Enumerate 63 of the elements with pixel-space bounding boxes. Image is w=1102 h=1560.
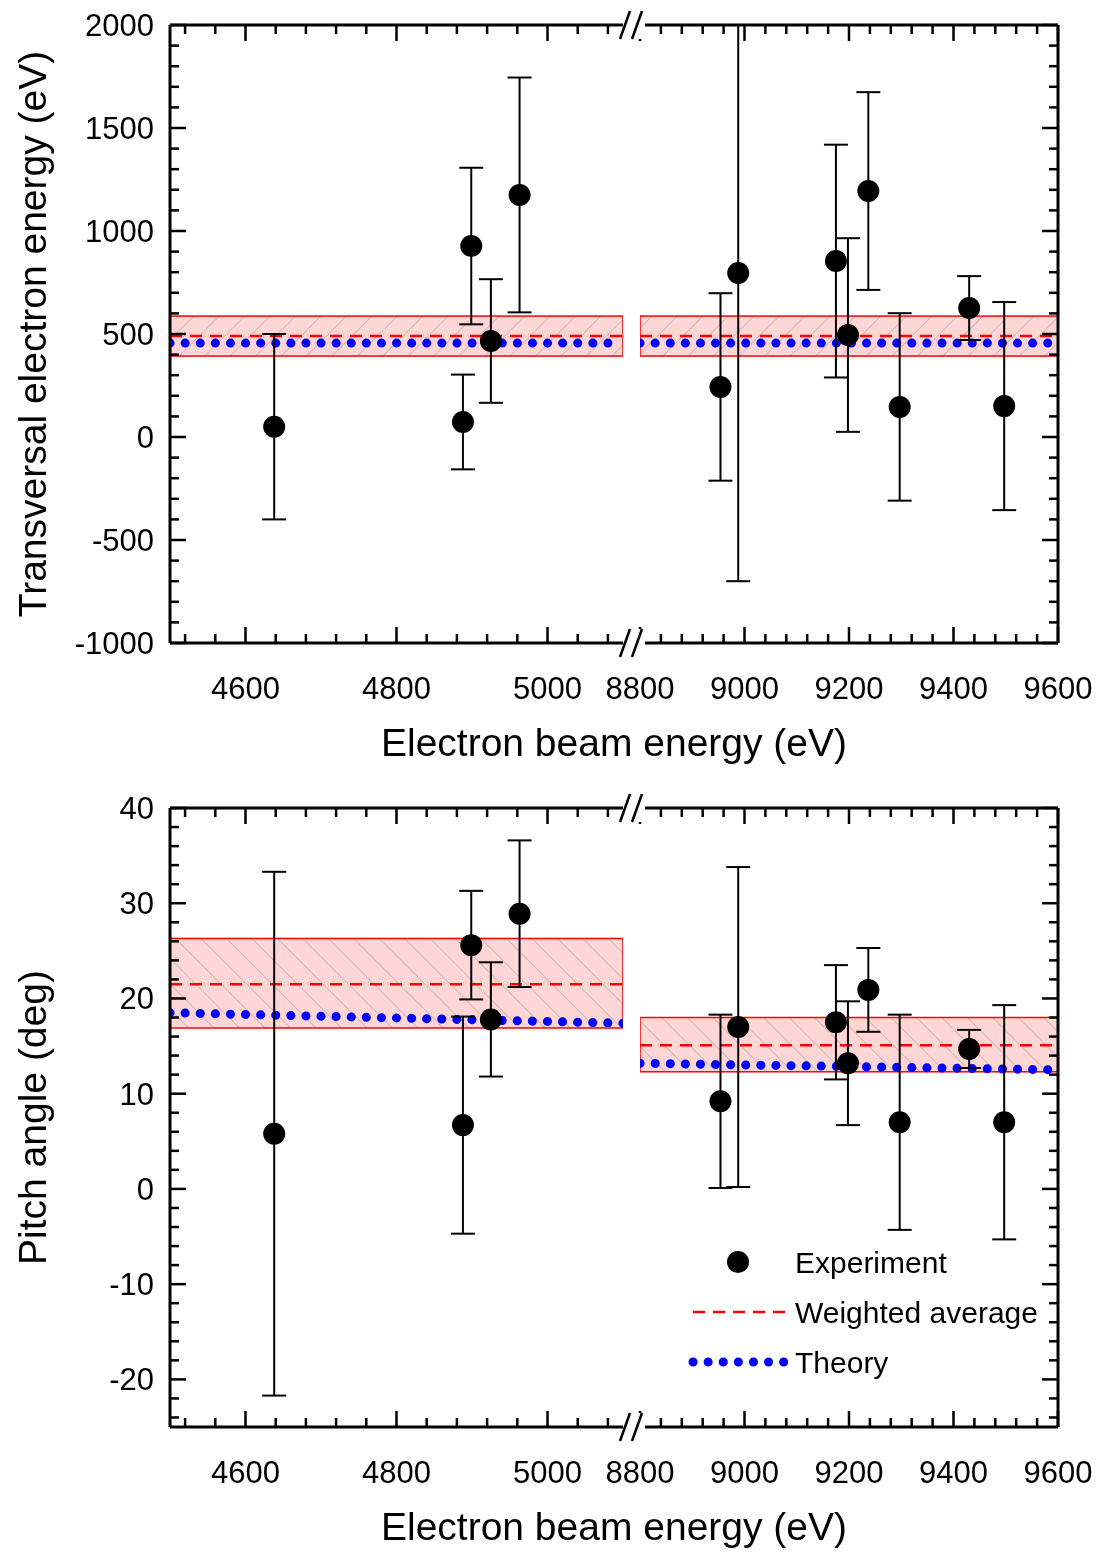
- x-tick-label: 4800: [362, 1455, 431, 1490]
- point: [479, 1008, 502, 1031]
- point: [824, 250, 847, 273]
- point: [508, 902, 531, 925]
- legend-label: Theory: [795, 1346, 889, 1379]
- y-tick-label: 0: [136, 420, 154, 455]
- y-axis-title: Pitch angle (deg): [11, 970, 54, 1265]
- point: [479, 330, 502, 352]
- x-axis-title: Electron beam energy (eV): [380, 721, 848, 764]
- x-tick-label: 9400: [919, 671, 988, 706]
- point: [508, 183, 531, 206]
- x-tick-label: 9600: [1023, 1455, 1093, 1490]
- point: [460, 235, 483, 258]
- x-tick-label: 5000: [513, 671, 582, 706]
- x-tick-label: 9000: [710, 1455, 779, 1490]
- y-tick-label: 30: [119, 886, 154, 922]
- point: [451, 1114, 474, 1137]
- point: [836, 324, 859, 347]
- x-tick-label: 4800: [362, 671, 431, 706]
- x-tick-label: 8800: [605, 671, 675, 706]
- point: [460, 934, 483, 957]
- x-tick-label: 5000: [513, 1455, 582, 1490]
- y-tick-label: -1000: [74, 626, 154, 661]
- x-tick-label: 9000: [710, 671, 779, 706]
- point: [857, 180, 880, 203]
- y-tick-label: 0: [136, 1171, 154, 1207]
- y-tick-label: -10: [109, 1267, 154, 1303]
- point: [263, 1122, 286, 1145]
- y-tick-label: 2000: [85, 8, 154, 43]
- point: [451, 410, 474, 433]
- x-tick-label: 4600: [211, 1455, 280, 1490]
- point: [888, 1111, 911, 1134]
- y-axis-title: Transversal electron energy (eV): [11, 50, 54, 618]
- x-axis-title: Electron beam energy (eV): [380, 1505, 848, 1548]
- y-tick-label: 1500: [85, 111, 154, 146]
- y-tick-label: 1000: [85, 214, 154, 249]
- y-tick-label: 500: [102, 317, 154, 352]
- y-tick-label: -20: [109, 1362, 154, 1398]
- point: [836, 1052, 859, 1075]
- point: [709, 1090, 732, 1113]
- y-tick-label: 20: [119, 981, 154, 1017]
- point: [888, 395, 911, 418]
- y-tick-label: 10: [119, 1076, 154, 1112]
- point: [958, 297, 981, 320]
- point: [727, 262, 750, 285]
- x-tick-label: 9400: [919, 1455, 988, 1490]
- x-tick-label: 9200: [814, 671, 884, 706]
- x-tick-label: 9600: [1023, 671, 1093, 706]
- x-tick-label: 8800: [605, 1455, 675, 1490]
- y-tick-label: -500: [91, 523, 154, 558]
- y-tick-label: 40: [119, 791, 154, 826]
- point: [709, 375, 732, 398]
- point: [958, 1037, 981, 1060]
- x-tick-label: 9200: [814, 1455, 884, 1490]
- point: [727, 1016, 750, 1039]
- point: [824, 1011, 847, 1034]
- legend-label: Experiment: [795, 1246, 948, 1279]
- point: [857, 978, 880, 1001]
- x-tick-label: 4600: [211, 671, 280, 706]
- point: [993, 395, 1016, 418]
- legend-label: Weighted average: [795, 1296, 1038, 1329]
- point: [993, 1111, 1016, 1134]
- point: [263, 415, 286, 438]
